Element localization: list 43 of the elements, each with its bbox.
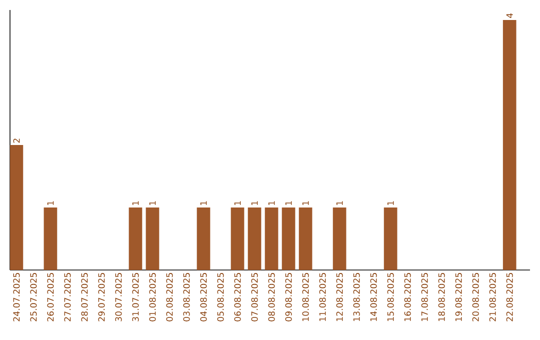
x-tick-label: 15.08.2025 [387,273,394,321]
x-tick-label: 09.08.2025 [285,273,292,322]
x-tick-label: 02.08.2025 [166,273,173,322]
x-tick-label: 19.08.2025 [455,273,462,321]
data-label: 1 [234,201,241,205]
x-tick-label: 31.07.2025 [132,273,139,322]
x-tick-label: 27.07.2025 [64,273,71,322]
data-label: 2 [13,138,20,143]
x-tick-label: 12.08.2025 [336,273,343,321]
data-label: 1 [149,201,156,205]
data-label: 1 [47,201,54,205]
data-label: 1 [285,201,292,205]
x-tick-label: 03.08.2025 [183,273,190,322]
x-tick-label: 30.07.2025 [115,273,122,322]
x-tick-label: 21.08.2025 [489,273,496,322]
x-tick-label: 01.08.2025 [149,273,156,322]
x-tick-label: 22.08.2025 [506,273,513,322]
x-tick-label: 04.08.2025 [200,273,207,322]
data-label: 1 [302,201,309,205]
x-tick-label: 24.07.2025 [13,273,20,322]
data-label: 1 [251,201,258,205]
x-tick-label: 29.07.2025 [98,273,105,322]
x-tick-label: 06.08.2025 [234,273,241,322]
data-label: 1 [387,201,394,205]
data-label: 1 [132,201,139,205]
x-tick-label: 05.08.2025 [217,273,224,322]
data-label: 1 [268,201,275,205]
x-tick-label: 08.08.2025 [268,273,275,322]
x-tick-label: 26.07.2025 [47,273,54,322]
data-label: 1 [200,201,207,205]
x-tick-label: 11.08.2025 [319,273,326,321]
x-tick-label: 20.08.2025 [472,273,479,322]
x-tick-label: 14.08.2025 [370,273,377,321]
x-tick-label: 10.08.2025 [302,273,309,321]
x-tick-label: 17.08.2025 [421,273,428,321]
x-tick-label: 18.08.2025 [438,273,445,321]
data-label: 1 [336,201,343,205]
x-tick-label: 16.08.2025 [404,273,411,321]
x-tick-label: 07.08.2025 [251,273,258,322]
x-tick-label: 25.07.2025 [30,273,37,322]
x-tick-label: 28.07.2025 [81,273,88,322]
data-label: 4 [506,13,513,18]
x-tick-label: 13.08.2025 [353,273,360,321]
